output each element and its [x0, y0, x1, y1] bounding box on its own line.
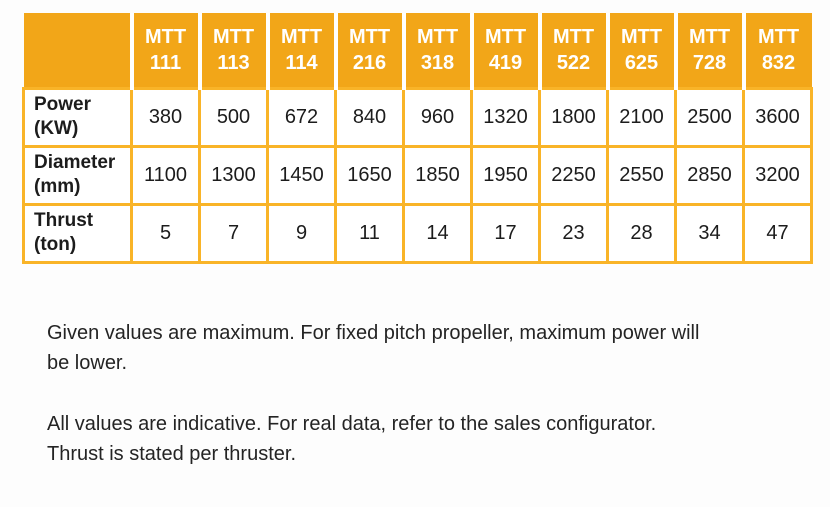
data-cell: 380: [130, 86, 201, 148]
data-cell: 1850: [402, 144, 473, 206]
thruster-spec-table: MTT 111 MTT 113 MTT 114 MTT 216 MTT 318 …: [22, 13, 813, 264]
column-header-mtt-113: MTT 113: [197, 13, 268, 88]
note-indicative-values: All values are indicative. For real data…: [47, 413, 657, 465]
data-cell: 500: [198, 86, 269, 148]
column-header-mtt-522: MTT 522: [537, 13, 608, 88]
column-header-mtt-111: MTT 111: [129, 13, 200, 88]
table-row-thrust: Thrust (ton) 5 7 9 11 14 17 23 28 34 47: [22, 202, 813, 264]
table-row-power: Power (KW) 380 500 672 840 960 1320 1800…: [22, 86, 813, 148]
column-header-mtt-832: MTT 832: [741, 13, 812, 88]
note-maximum-values: Given values are maximum. For fixed pitc…: [47, 322, 700, 374]
row-label-thrust: Thrust (ton): [22, 202, 133, 264]
data-cell: 7: [198, 202, 269, 264]
data-cell: 11: [334, 202, 405, 264]
data-cell: 2250: [538, 144, 609, 206]
data-cell: 840: [334, 86, 405, 148]
data-cell: 1450: [266, 144, 337, 206]
row-label-diameter: Diameter (mm): [22, 144, 133, 206]
column-header-mtt-114: MTT 114: [265, 13, 336, 88]
data-cell: 9: [266, 202, 337, 264]
data-cell: 1300: [198, 144, 269, 206]
footnotes: Given values are maximum. For fixed pitc…: [47, 318, 771, 500]
data-cell: 1650: [334, 144, 405, 206]
data-cell: 2500: [674, 86, 745, 148]
data-cell: 23: [538, 202, 609, 264]
header-row: MTT 111 MTT 113 MTT 114 MTT 216 MTT 318 …: [23, 13, 812, 88]
row-label-power: Power (KW): [22, 86, 133, 148]
column-header-mtt-216: MTT 216: [333, 13, 404, 88]
data-cell: 960: [402, 86, 473, 148]
data-cell: 2850: [674, 144, 745, 206]
data-cell: 3200: [742, 144, 813, 206]
data-cell: 2550: [606, 144, 677, 206]
data-cell: 1950: [470, 144, 541, 206]
data-cell: 1320: [470, 86, 541, 148]
data-cell: 672: [266, 86, 337, 148]
data-cell: 2100: [606, 86, 677, 148]
data-cell: 47: [742, 202, 813, 264]
data-cell: 1800: [538, 86, 609, 148]
data-cell: 34: [674, 202, 745, 264]
column-header-mtt-419: MTT 419: [469, 13, 540, 88]
column-header-mtt-318: MTT 318: [401, 13, 472, 88]
column-header-mtt-728: MTT 728: [673, 13, 744, 88]
data-cell: 17: [470, 202, 541, 264]
table-row-diameter: Diameter (mm) 1100 1300 1450 1650 1850 1…: [22, 144, 813, 206]
data-cell: 14: [402, 202, 473, 264]
data-cell: 28: [606, 202, 677, 264]
data-cell: 1100: [130, 144, 201, 206]
data-cell: 3600: [742, 86, 813, 148]
column-header-mtt-625: MTT 625: [605, 13, 676, 88]
data-cell: 5: [130, 202, 201, 264]
corner-cell: [23, 13, 132, 88]
